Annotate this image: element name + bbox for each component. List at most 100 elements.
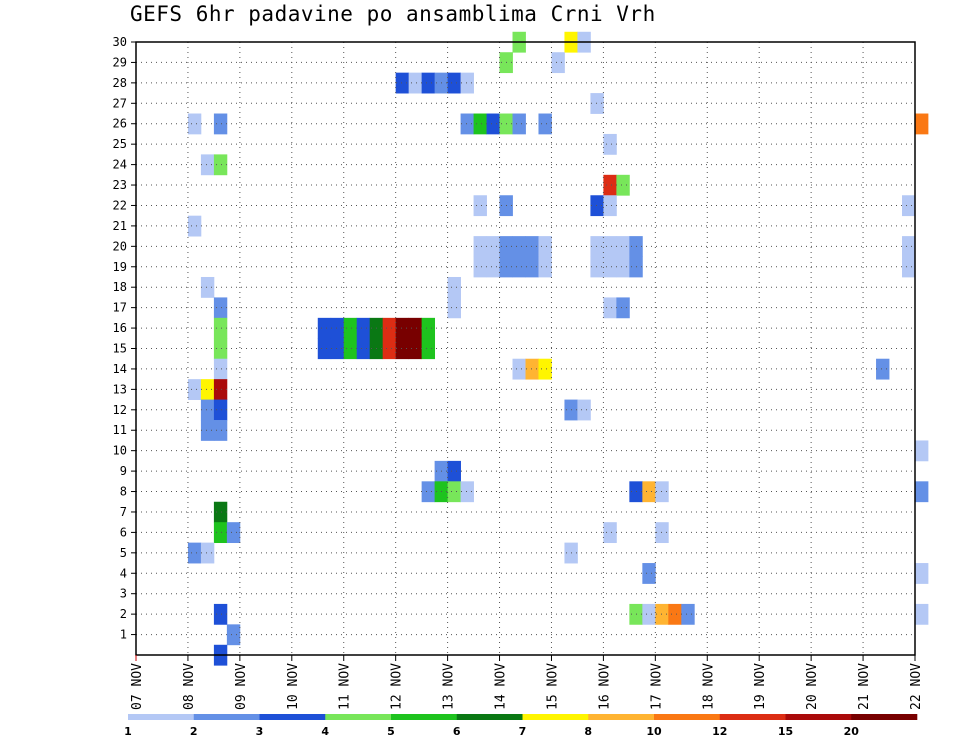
data-cell [512, 113, 526, 135]
data-cell [525, 358, 539, 380]
data-cell [681, 603, 695, 625]
data-cell [473, 195, 487, 217]
legend-swatch [128, 714, 195, 720]
y-tick-label: 9 [120, 464, 127, 478]
legend-label: 8 [584, 725, 592, 738]
data-cell [187, 542, 202, 564]
data-cell [213, 358, 228, 380]
data-cell [226, 624, 241, 646]
data-cell [200, 420, 215, 441]
legend-swatch [588, 714, 655, 720]
legend-swatch [456, 714, 523, 720]
data-cell [213, 603, 228, 625]
legend-swatch [719, 714, 786, 720]
data-cell [603, 522, 617, 544]
y-tick-label: 3 [120, 587, 127, 601]
data-cell [590, 256, 604, 278]
data-cell [473, 113, 487, 135]
y-tick-label: 6 [120, 525, 127, 539]
data-cell [408, 338, 423, 360]
data-cell [200, 399, 215, 421]
data-cell [317, 338, 332, 360]
data-cell [551, 52, 565, 74]
x-tick-label: 21 NOV [857, 663, 872, 710]
data-cell [538, 113, 552, 135]
x-tick-label: 19 NOV [753, 663, 768, 710]
x-tick-label: 10 NOV [286, 663, 301, 710]
y-tick-label: 8 [120, 485, 127, 499]
y-tick-label: 23 [113, 178, 127, 192]
data-cell [200, 154, 215, 176]
legend-label: 12 [712, 725, 727, 738]
data-cell [577, 399, 591, 421]
legend-swatch [259, 714, 326, 720]
data-cell [603, 195, 617, 217]
y-tick-label: 29 [113, 55, 127, 69]
data-cell [915, 113, 929, 135]
legend-swatch [193, 714, 260, 720]
y-tick-label: 14 [113, 362, 127, 376]
data-cells [187, 31, 929, 666]
data-cell [317, 317, 332, 339]
y-tick-label: 30 [113, 35, 127, 49]
data-cell [213, 420, 228, 441]
data-cell [590, 93, 604, 114]
data-cell [408, 317, 423, 339]
data-cell [187, 379, 202, 400]
y-tick-label: 19 [113, 260, 127, 274]
y-tick-label: 16 [113, 321, 127, 335]
data-cell [603, 297, 617, 319]
data-cell [421, 72, 436, 94]
data-cell [525, 256, 539, 278]
data-cell [616, 174, 630, 196]
data-cell [642, 563, 656, 584]
data-cell [330, 317, 345, 339]
legend-label: 6 [453, 725, 461, 738]
y-tick-label: 27 [113, 96, 127, 110]
data-cell [655, 481, 669, 503]
x-axis: 07 NOV 08 NOV 09 NOV 10 NOV 11 NOV 12 NOV 13 N… [130, 655, 924, 710]
data-cell [200, 379, 215, 400]
data-cell [213, 338, 228, 360]
data-cell [876, 358, 890, 380]
y-tick-label: 4 [120, 566, 127, 580]
grid-lines [136, 41, 915, 655]
y-tick-label: 26 [113, 117, 127, 131]
data-cell [356, 317, 371, 339]
x-tick-label: 07 NOV [130, 663, 145, 710]
data-cell [447, 481, 461, 503]
legend-label: 1 [124, 725, 132, 738]
data-cell [343, 338, 358, 360]
data-cell [356, 338, 371, 360]
y-tick-label: 25 [113, 137, 127, 151]
y-tick-label: 7 [120, 505, 127, 519]
legend-swatch [522, 714, 589, 720]
data-cell [603, 174, 617, 196]
data-cell [213, 399, 228, 421]
data-cell [655, 603, 669, 625]
data-cell [213, 501, 228, 523]
data-cell [668, 603, 682, 625]
data-cell [642, 481, 656, 503]
data-cell [915, 440, 929, 462]
data-cell [460, 113, 474, 135]
data-cell [616, 297, 630, 319]
y-tick-label: 22 [113, 198, 127, 212]
legend-swatch [851, 714, 918, 720]
x-tick-label: 16 NOV [597, 663, 612, 710]
data-cell [213, 113, 228, 135]
data-cell [915, 563, 929, 584]
data-cell [213, 154, 228, 176]
legend-label: 4 [321, 725, 329, 738]
data-cell [902, 256, 916, 278]
data-cell [343, 317, 358, 339]
data-cell [915, 603, 929, 625]
y-tick-label: 24 [113, 158, 127, 172]
data-cell [395, 338, 410, 360]
data-cell [213, 297, 228, 319]
data-cell [395, 317, 410, 339]
x-tick-label: 18 NOV [701, 663, 716, 710]
data-cell [603, 133, 617, 155]
y-tick-label: 21 [113, 219, 127, 233]
data-cell [473, 256, 487, 278]
